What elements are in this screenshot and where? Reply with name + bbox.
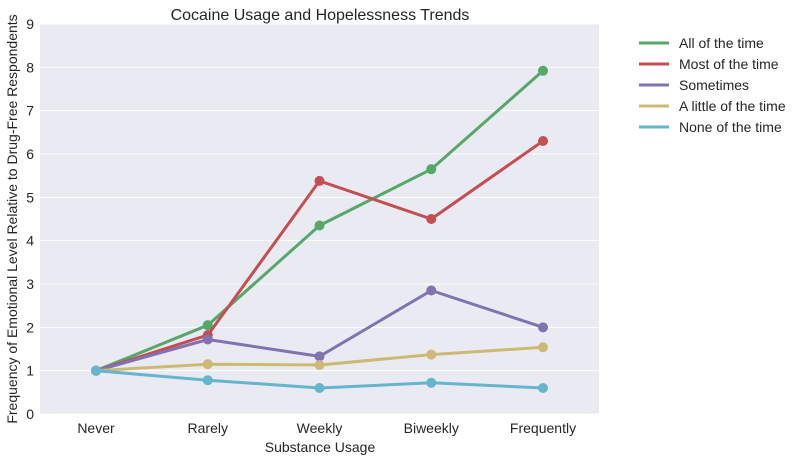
data-point <box>538 322 548 333</box>
x-tick-label: Weekly <box>297 420 343 436</box>
data-point <box>538 383 548 393</box>
legend: All of the time Most of the time Sometimes… <box>639 35 786 135</box>
data-point <box>426 285 437 296</box>
legend-item: A little of the time <box>639 98 786 114</box>
legend-item: Sometimes <box>639 77 749 93</box>
y-tick-label: 2 <box>26 319 34 335</box>
data-point <box>314 351 325 362</box>
y-tick-label: 8 <box>26 59 34 75</box>
series-4 <box>91 365 548 393</box>
x-tick-label: Never <box>77 420 115 436</box>
data-point <box>202 375 213 386</box>
data-point <box>202 334 213 345</box>
legend-item: All of the time <box>639 35 764 51</box>
x-axis-label: Substance Usage <box>265 439 376 455</box>
data-point <box>314 360 325 371</box>
data-point <box>538 342 548 353</box>
y-tick-label: 9 <box>26 16 34 32</box>
legend-label: None of the time <box>679 119 782 135</box>
series-3 <box>91 342 548 376</box>
legend-label: Most of the time <box>679 56 779 72</box>
data-point <box>314 220 325 231</box>
series-lines <box>91 65 548 393</box>
y-axis-label: Frequency of Emotional Level Relative to… <box>4 14 20 423</box>
data-point <box>426 377 437 388</box>
x-tick-label: Frequently <box>510 420 576 436</box>
legend-item: None of the time <box>639 119 782 135</box>
y-tick-label: 7 <box>26 103 34 119</box>
y-tick-label: 4 <box>26 233 34 249</box>
legend-label: All of the time <box>679 35 764 51</box>
legend-item: Most of the time <box>639 56 779 72</box>
y-tick-label: 3 <box>26 276 34 292</box>
data-point <box>314 175 325 186</box>
data-point <box>426 164 437 175</box>
y-tick-label: 0 <box>26 406 34 422</box>
data-point <box>426 214 437 224</box>
y-tick-label: 6 <box>26 146 34 162</box>
x-tick-label: Rarely <box>188 420 228 436</box>
legend-label: Sometimes <box>679 77 749 93</box>
data-point <box>538 136 548 146</box>
data-point <box>314 383 325 393</box>
y-tick-label: 1 <box>26 363 34 379</box>
y-axis-ticks: 0 1 2 3 4 5 6 7 8 9 <box>26 16 34 422</box>
data-point <box>538 65 548 76</box>
gridlines <box>40 23 599 415</box>
data-point <box>202 359 213 370</box>
x-tick-label: Biweekly <box>404 420 459 436</box>
y-tick-label: 5 <box>26 189 34 205</box>
series-0 <box>91 65 548 376</box>
x-axis-ticks: Never Rarely Weekly Biweekly Frequently <box>77 420 576 436</box>
legend-label: A little of the time <box>679 98 786 114</box>
data-point <box>202 320 213 331</box>
data-point <box>426 349 437 360</box>
data-point <box>91 365 101 376</box>
chart-title: Cocaine Usage and Hopelessness Trends <box>171 7 470 24</box>
